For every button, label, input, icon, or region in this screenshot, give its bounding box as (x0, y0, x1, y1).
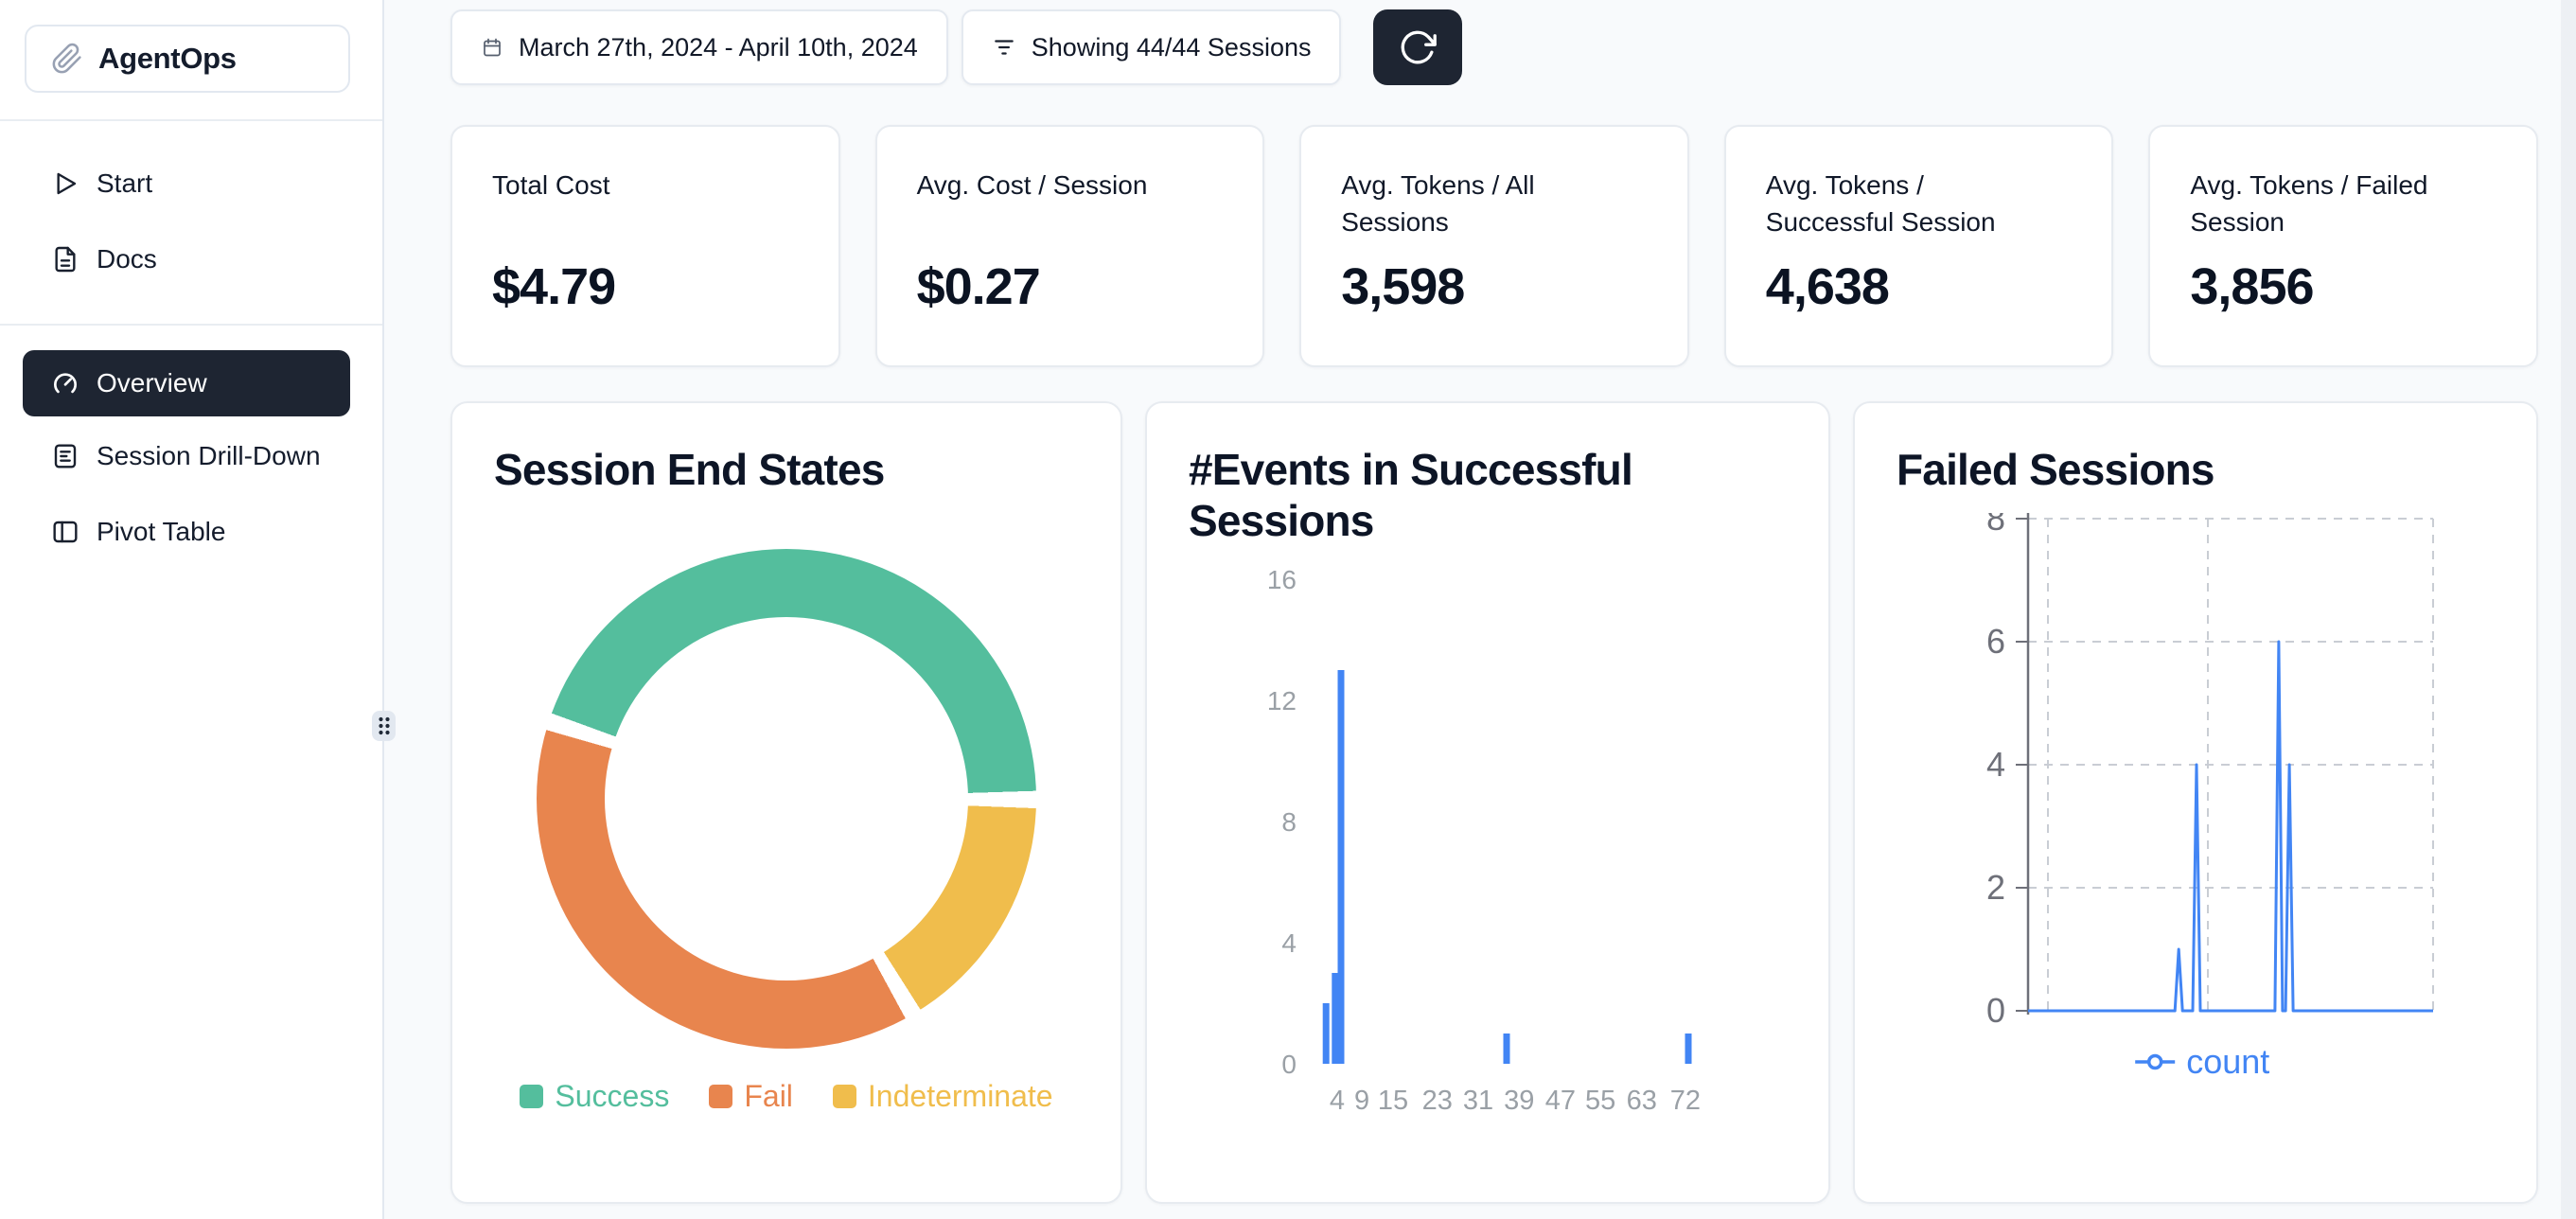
sidebar-item-label: Session Drill-Down (97, 441, 321, 470)
stat-label: Avg. Tokens / All Sessions (1341, 170, 1535, 238)
play-icon (57, 172, 77, 195)
svg-text:6: 6 (1986, 622, 2005, 661)
logo[interactable]: AgentOps (25, 25, 350, 93)
stat-card-avg-tokens-successful: Avg. Tokens / Successful Session 4,638 (1723, 125, 2114, 367)
topbar: March 27th, 2024 - April 10th, 2024 Show… (450, 8, 2538, 87)
svg-text:16: 16 (1267, 565, 1297, 594)
date-range-button[interactable]: March 27th, 2024 - April 10th, 2024 (450, 9, 948, 85)
panel-left-icon (53, 521, 78, 543)
stat-label: Avg. Tokens / Successful Session (1765, 170, 1996, 238)
sidebar-item-session-drill-down[interactable]: Session Drill-Down (0, 418, 382, 494)
stats-row: Total Cost $4.79 Avg. Cost / Session $0.… (450, 125, 2538, 367)
legend-label: Success (555, 1078, 670, 1113)
chart-title: #Events in Successful Sessions (1189, 445, 1633, 545)
refresh-icon (1402, 30, 1438, 64)
failed-sessions-card: Failed Sessions 0 2 4 6 8 count (1853, 401, 2538, 1204)
charts-row: Session End States Success Fail Indetermin… (450, 401, 2538, 1204)
svg-text:23: 23 (1422, 1086, 1453, 1116)
donut-hole (605, 616, 968, 980)
scrollbar[interactable] (2561, 0, 2576, 1219)
chart-title: Failed Sessions (1897, 445, 2215, 494)
stat-card-avg-tokens-failed: Avg. Tokens / Failed Session 3,856 (2148, 125, 2538, 367)
gauge-icon (54, 373, 77, 394)
svg-text:9: 9 (1354, 1086, 1369, 1116)
stat-value: 3,598 (1341, 258, 1465, 315)
paperclip-icon (52, 43, 81, 74)
legend-label: Indeterminate (867, 1078, 1053, 1113)
stat-value: 3,856 (2190, 258, 2314, 315)
svg-text:55: 55 (1585, 1086, 1615, 1116)
failed-sessions-line-chart: 0 2 4 6 8 count (1986, 512, 2434, 1081)
svg-text:2: 2 (1986, 868, 2005, 907)
file-lines-icon (54, 444, 77, 468)
sidebar-item-docs[interactable]: Docs (0, 221, 382, 297)
sidebar-divider (0, 324, 382, 326)
svg-text:4: 4 (1330, 1086, 1345, 1116)
svg-text:47: 47 (1545, 1086, 1576, 1116)
count-legend[interactable]: count (2135, 1042, 2269, 1081)
svg-text:count: count (2186, 1042, 2269, 1081)
document-icon (55, 246, 76, 273)
legend-item-fail[interactable]: Fail (709, 1079, 793, 1114)
events-in-successful-sessions-card: #Events in Successful Sessions 0 4 8 12 16 4 9… (1145, 401, 1830, 1204)
sidebar-divider (0, 119, 382, 121)
stat-card-avg-cost-session: Avg. Cost / Session $0.27 (874, 125, 1265, 367)
svg-text:31: 31 (1463, 1086, 1493, 1116)
svg-text:4: 4 (1281, 928, 1297, 958)
stat-label: Avg. Cost / Session (916, 170, 1148, 200)
stat-label: Avg. Tokens / Failed Session (2190, 170, 2428, 238)
calendar-icon (484, 38, 501, 57)
sessions-filter-button[interactable]: Showing 44/44 Sessions (961, 9, 1342, 85)
svg-text:12: 12 (1267, 686, 1297, 716)
stat-card-total-cost: Total Cost $4.79 (450, 125, 840, 367)
svg-text:63: 63 (1627, 1086, 1657, 1116)
svg-text:39: 39 (1504, 1086, 1534, 1116)
stat-label: Total Cost (492, 170, 610, 200)
stat-value: $0.27 (916, 258, 1041, 315)
sidebar-item-label: Overview (97, 368, 207, 398)
refresh-button[interactable] (1373, 9, 1463, 85)
legend-swatch (709, 1084, 733, 1108)
stat-card-avg-tokens-all: Avg. Tokens / All Sessions 3,598 (1299, 125, 1689, 367)
legend-item-success[interactable]: Success (520, 1079, 669, 1114)
grip-dots-icon (378, 716, 390, 735)
sidebar-item-pivot-table[interactable]: Pivot Table (0, 494, 382, 570)
session-end-states-card: Session End States Success Fail Indetermin… (450, 401, 1122, 1204)
stat-value: 4,638 (1765, 258, 1890, 315)
chart-title: Session End States (494, 445, 885, 494)
donut-legend: Success Fail Indeterminate (494, 1079, 1079, 1114)
date-range-label: March 27th, 2024 - April 10th, 2024 (519, 32, 918, 62)
sidebar-resize-handle[interactable] (372, 711, 396, 741)
svg-text:0: 0 (1281, 1050, 1297, 1079)
svg-text:8: 8 (1986, 513, 2005, 538)
svg-text:72: 72 (1670, 1086, 1701, 1116)
sidebar-item-label: Pivot Table (97, 517, 226, 546)
logo-text: AgentOps (98, 42, 237, 75)
sidebar-item-label: Start (97, 168, 153, 198)
legend-swatch (832, 1084, 856, 1108)
stat-value: $4.79 (492, 258, 616, 315)
svg-text:15: 15 (1378, 1086, 1408, 1116)
sidebar: AgentOps Start Docs (0, 0, 384, 1219)
filter-lines-icon (994, 40, 1014, 55)
sidebar-item-overview[interactable]: Overview (23, 350, 350, 416)
legend-swatch (520, 1084, 544, 1108)
legend-item-indeterminate[interactable]: Indeterminate (832, 1078, 1053, 1114)
svg-text:0: 0 (1986, 991, 2005, 1030)
sessions-filter-label: Showing 44/44 Sessions (1031, 32, 1312, 62)
sidebar-item-start[interactable]: Start (0, 146, 382, 221)
legend-label: Fail (744, 1078, 793, 1113)
session-end-states-donut (537, 548, 1036, 1049)
sidebar-item-label: Docs (97, 244, 157, 274)
svg-text:8: 8 (1281, 807, 1297, 837)
sidebar-nav: Start Docs Overview (0, 121, 382, 570)
svg-text:4: 4 (1986, 745, 2005, 784)
main-content: March 27th, 2024 - April 10th, 2024 Show… (384, 0, 2576, 1219)
